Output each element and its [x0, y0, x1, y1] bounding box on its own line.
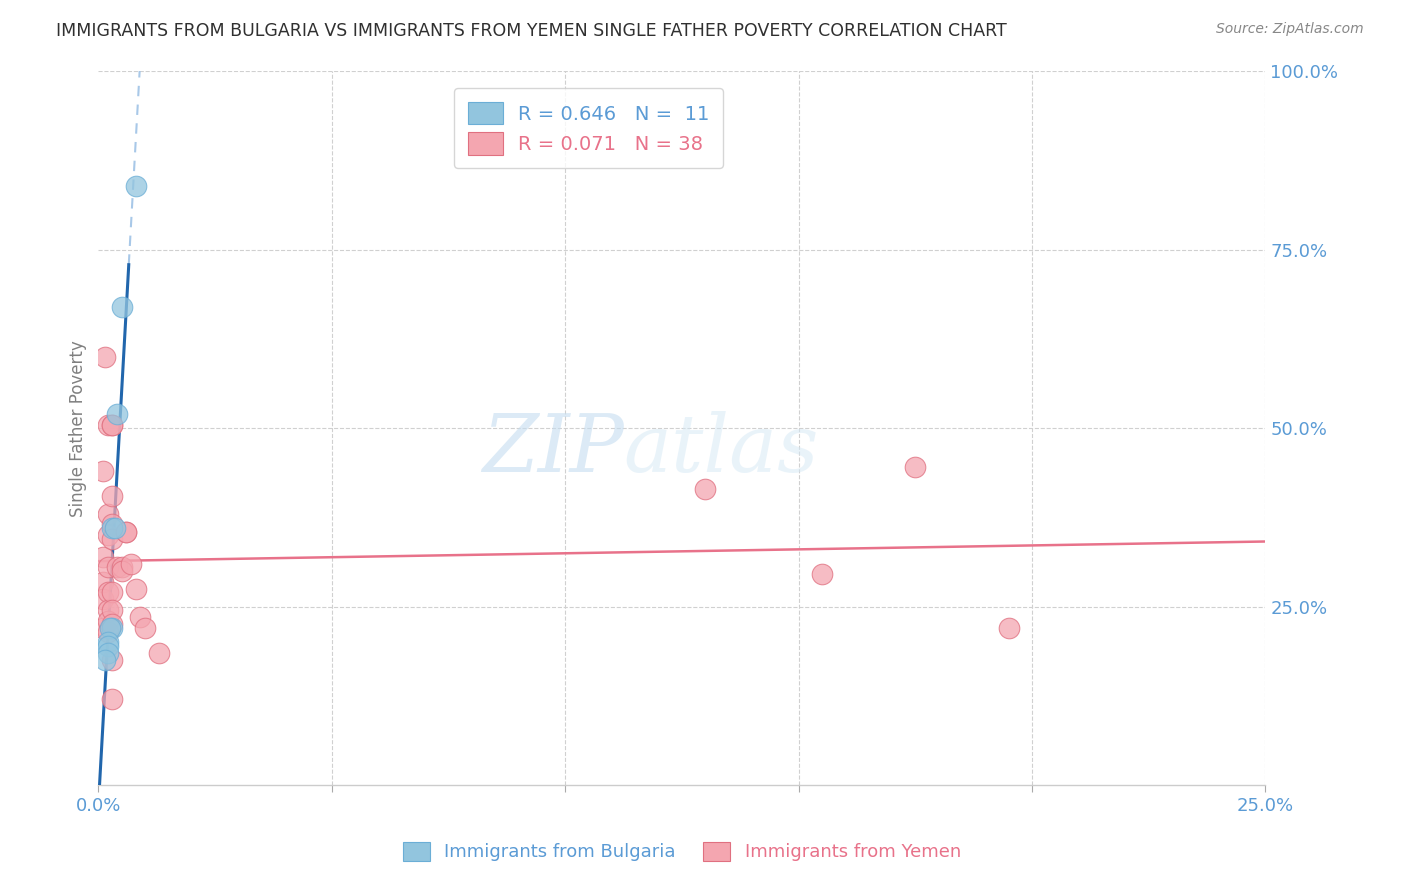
Point [94, 350, 117, 364]
Point [101, 603, 124, 617]
Point [98, 621, 121, 635]
Point [97, 585, 120, 599]
Point [97, 614, 120, 628]
Point [115, 524, 138, 539]
Point [101, 692, 124, 706]
Point [101, 621, 124, 635]
Y-axis label: Single Father Poverty: Single Father Poverty [69, 340, 87, 516]
Point [97, 507, 120, 521]
Point [94, 653, 117, 667]
Point [101, 521, 124, 535]
Point [101, 617, 124, 632]
Point [148, 646, 170, 660]
Point [134, 621, 156, 635]
Point [111, 300, 134, 314]
Point [997, 621, 1019, 635]
Point [105, 560, 128, 574]
Point [97, 603, 120, 617]
Point [91, 549, 114, 564]
Point [811, 567, 834, 582]
Point [97, 560, 120, 574]
Point [97, 639, 120, 653]
Point [101, 653, 124, 667]
Point [115, 524, 138, 539]
Point [111, 560, 134, 574]
Point [111, 564, 134, 578]
Point [97, 528, 120, 542]
Point [91, 592, 114, 607]
Point [97, 635, 120, 649]
Point [695, 482, 717, 496]
Point [101, 517, 124, 532]
Point [125, 178, 148, 193]
Text: atlas: atlas [624, 411, 818, 488]
Point [904, 460, 927, 475]
Point [101, 532, 124, 546]
Point [101, 585, 124, 599]
Point [101, 417, 124, 432]
Text: Source: ZipAtlas.com: Source: ZipAtlas.com [1216, 22, 1364, 37]
Point [101, 489, 124, 503]
Point [91, 574, 114, 589]
Point [125, 582, 148, 596]
Point [97, 646, 120, 660]
Point [91, 464, 114, 478]
Text: ZIP: ZIP [482, 411, 624, 488]
Point [97, 624, 120, 639]
Point [101, 417, 124, 432]
Legend: Immigrants from Bulgaria, Immigrants from Yemen: Immigrants from Bulgaria, Immigrants fro… [395, 835, 969, 869]
Point [105, 407, 128, 421]
Text: IMMIGRANTS FROM BULGARIA VS IMMIGRANTS FROM YEMEN SINGLE FATHER POVERTY CORRELAT: IMMIGRANTS FROM BULGARIA VS IMMIGRANTS F… [56, 22, 1007, 40]
Point [129, 610, 152, 624]
Point [91, 621, 114, 635]
Point [104, 521, 127, 535]
Point [120, 557, 142, 571]
Point [97, 417, 120, 432]
